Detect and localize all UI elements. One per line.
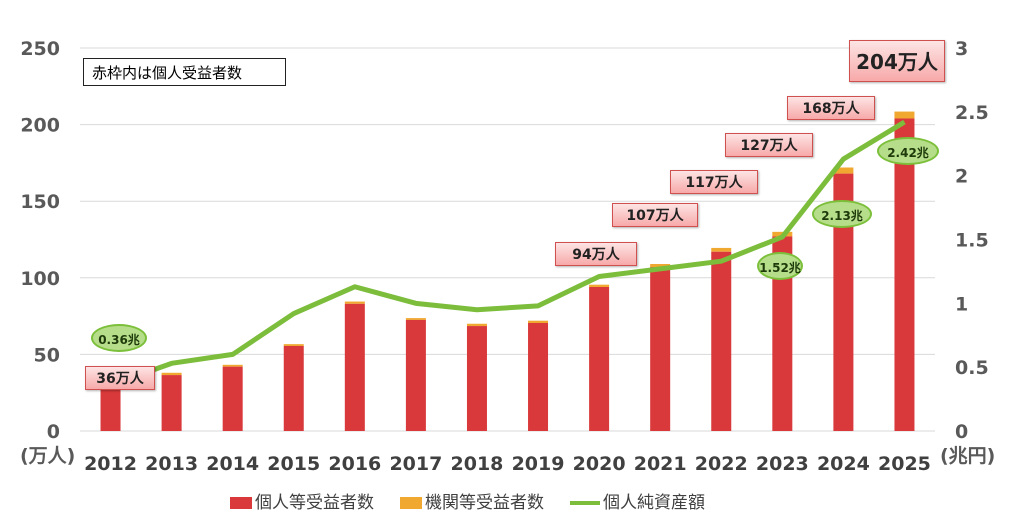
left-tick-label: 100 xyxy=(20,268,60,290)
right-tick-label: 2 xyxy=(955,166,968,188)
bar-institution xyxy=(833,167,854,174)
bar-individual xyxy=(528,322,549,431)
bar-individual xyxy=(711,251,732,431)
chart-note: 赤枠内は個人受益者数 xyxy=(83,58,286,86)
x-tick-label: 2022 xyxy=(695,453,748,475)
left-tick-label: 0 xyxy=(47,421,60,443)
bar-institution xyxy=(650,264,671,268)
right-axis-unit: (兆円) xyxy=(940,445,995,467)
x-tick-label: 2015 xyxy=(267,453,320,475)
bar-individual xyxy=(833,173,854,431)
x-tick-label: 2014 xyxy=(206,453,259,475)
bar-label: 204万人 xyxy=(849,40,945,82)
legend-item-net-assets: 個人純資産額 xyxy=(570,488,705,513)
legend-swatch xyxy=(570,501,600,505)
line-label: 1.52兆 xyxy=(757,252,803,280)
bar-individual xyxy=(894,118,915,432)
bar-individual xyxy=(589,286,610,431)
x-tick-label: 2023 xyxy=(756,453,809,475)
x-tick-label: 2021 xyxy=(634,453,687,475)
bar-institution xyxy=(528,320,549,323)
bar-individual xyxy=(772,236,793,431)
bar-institution xyxy=(283,344,304,346)
bar-institution xyxy=(161,372,182,376)
right-tick-label: 0.5 xyxy=(955,357,989,379)
legend-swatch xyxy=(230,497,252,509)
x-tick-label: 2025 xyxy=(878,453,931,475)
bar-institution xyxy=(711,247,732,252)
bar-label: 117万人 xyxy=(670,170,758,194)
x-tick-label: 2012 xyxy=(84,453,137,475)
bar-individual xyxy=(283,345,304,431)
x-tick-label: 2017 xyxy=(389,453,442,475)
x-tick-label: 2019 xyxy=(512,453,565,475)
legend-swatch xyxy=(400,497,422,509)
bar-label: 94万人 xyxy=(555,242,637,266)
right-tick-label: 1.5 xyxy=(955,230,989,252)
left-tick-label: 150 xyxy=(20,191,60,213)
bar-institution xyxy=(894,111,915,119)
x-tick-label: 2013 xyxy=(145,453,198,475)
legend: 個人等受益者数 機関等受益者数 個人純資産額 xyxy=(230,488,705,513)
legend-item-institution: 機関等受益者数 xyxy=(400,488,544,513)
bar-individual xyxy=(466,326,487,431)
left-tick-label: 250 xyxy=(20,38,60,60)
bar-individual xyxy=(344,303,365,431)
bar-individual xyxy=(222,366,243,431)
line-net-assets xyxy=(109,119,906,388)
bar-institution xyxy=(344,301,365,304)
legend-item-individual: 個人等受益者数 xyxy=(230,488,374,513)
bar-individual xyxy=(161,375,182,431)
bar-label: 127万人 xyxy=(725,133,813,157)
line-label: 2.13兆 xyxy=(812,200,872,228)
bar-label: 36万人 xyxy=(85,366,155,390)
bar-institution xyxy=(222,364,243,367)
right-tick-label: 1 xyxy=(955,293,968,315)
right-tick-label: 3 xyxy=(955,38,968,60)
left-axis-unit: (万人) xyxy=(20,445,75,467)
bar-individual xyxy=(650,267,671,431)
left-tick-label: 50 xyxy=(34,344,60,366)
x-tick-label: 2018 xyxy=(451,453,504,475)
legend-label: 個人等受益者数 xyxy=(255,493,374,513)
legend-label: 個人純資産額 xyxy=(603,493,705,513)
line-label: 2.42兆 xyxy=(877,137,939,165)
bar-institution xyxy=(466,323,487,327)
bar-label: 168万人 xyxy=(787,96,875,120)
x-tick-label: 2020 xyxy=(573,453,626,475)
x-tick-label: 2024 xyxy=(817,453,870,475)
x-tick-label: 2016 xyxy=(328,453,381,475)
legend-label: 機関等受益者数 xyxy=(425,493,544,513)
bar-institution xyxy=(405,318,426,320)
bar-institution xyxy=(589,284,610,287)
left-tick-label: 200 xyxy=(20,115,60,137)
right-tick-label: 0 xyxy=(955,421,968,443)
right-tick-label: 2.5 xyxy=(955,102,989,124)
bar-individual xyxy=(405,319,426,431)
bar-label: 107万人 xyxy=(612,203,698,227)
line-label: 0.36兆 xyxy=(91,324,147,352)
